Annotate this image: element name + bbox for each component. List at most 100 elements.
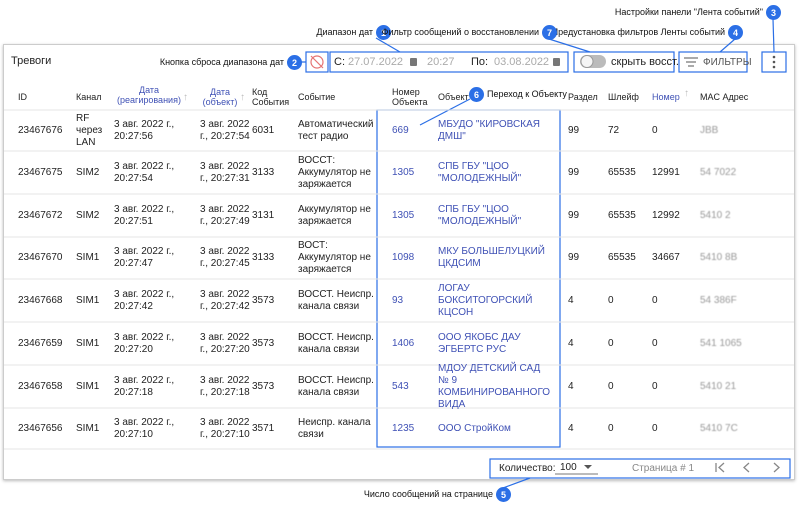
table-cell: 0	[652, 337, 658, 349]
from-time[interactable]: 20:27	[427, 56, 455, 68]
column-header: Код События	[252, 87, 290, 107]
table-cell: 0	[608, 380, 614, 392]
table-cell: 4	[568, 294, 574, 306]
table-cell: 99	[568, 252, 580, 263]
table-cell: 65535	[608, 166, 636, 178]
table-cell: 5410 7C	[700, 422, 738, 434]
svg-text:↑: ↑	[183, 92, 188, 103]
table-cell: ВОСТ: Аккумулятор не заряжается	[298, 240, 371, 275]
table-cell: Неиспр. канала связи	[298, 416, 371, 440]
svg-text:↑: ↑	[684, 88, 689, 99]
table-cell: 34667	[652, 252, 680, 263]
table-cell: 4	[568, 422, 574, 434]
to-label: По:	[471, 56, 489, 68]
from-date[interactable]: 27.07.2022	[348, 56, 404, 68]
table-cell[interactable]: 1305	[392, 209, 415, 221]
table-cell: 3133	[252, 252, 275, 263]
table-cell: 65535	[608, 209, 636, 221]
table-cell: 3 авг. 2022 г., 20:27:18	[200, 374, 250, 398]
panel-title: Тревоги	[11, 55, 52, 67]
table-cell: 3 авг. 2022 г., 20:27:42	[200, 288, 250, 312]
table-cell[interactable]: МКУ БОЛЬШЕЛУЦКИЙ ЦКДСИМ	[438, 246, 545, 269]
table-cell: 3571	[252, 422, 275, 434]
to-date[interactable]: 03.08.2022	[494, 56, 550, 68]
table-cell: RF через LAN	[76, 112, 103, 148]
column-header: Событие	[298, 92, 336, 102]
table-cell: 3133	[252, 166, 275, 178]
table-cell: 3 авг. 2022 г., 20:27:10	[200, 416, 250, 440]
table-cell: 541 1065	[700, 337, 742, 349]
table-cell: 3 авг. 2022 г., 20:27:42	[114, 288, 175, 312]
table-cell[interactable]: СПБ ГБУ "ЦОО "МОЛОДЕЖНЫЙ"	[438, 203, 522, 227]
table-cell: 12992	[652, 209, 680, 221]
column-header: Объект	[438, 92, 469, 102]
table-cell: ВОССТ. Неиспр. канала связи	[298, 374, 374, 398]
callout-number: 6	[469, 87, 484, 102]
table-cell[interactable]: 1305	[392, 166, 415, 178]
table-cell: 5410 8B	[700, 252, 738, 263]
filters-button[interactable]: ФИЛЬТРЫ	[703, 57, 752, 68]
callout-number: 4	[728, 25, 743, 40]
table-cell: 4	[568, 380, 574, 392]
toggle-label[interactable]: скрыть восст.	[611, 56, 679, 68]
table-cell: 0	[652, 380, 658, 392]
table-cell: 3 авг. 2022 г., 20:27:20	[114, 331, 175, 355]
table-cell[interactable]: МДОУ ДЕТСКИЙ САД № 9 КОМБИНИРОВАННОГО ВИ…	[438, 362, 551, 410]
table-cell: 0	[608, 294, 614, 306]
svg-text:↑: ↑	[240, 92, 245, 103]
table-cell: 3 авг. 2022 г., 20:27:49	[200, 203, 250, 227]
table-cell: 23467670	[18, 252, 63, 263]
table-cell[interactable]: 1235	[392, 422, 415, 434]
panel	[3, 44, 795, 480]
table-cell[interactable]: 1406	[392, 337, 415, 349]
table-cell[interactable]: ООО СтройКом	[438, 422, 511, 434]
callout-number: 7	[542, 25, 557, 40]
column-header[interactable]: Дата (объект)	[202, 87, 238, 107]
table-cell[interactable]: 1098	[392, 252, 415, 263]
table-cell: 99	[568, 166, 580, 178]
table-cell: 3 авг. 2022 г., 20:27:20	[200, 331, 250, 355]
table-cell[interactable]: 93	[392, 294, 404, 306]
table-cell: 3 авг. 2022 г., 20:27:51	[114, 203, 175, 227]
table-cell: 23467659	[18, 337, 63, 349]
table-cell: SIM1	[76, 252, 100, 263]
table-cell: ВОССТ. Неиспр. канала связи	[298, 288, 374, 312]
column-header[interactable]: Номер	[652, 92, 680, 102]
table-cell: 23467658	[18, 380, 63, 392]
callout-label: Фильтр сообщений о восстановлении	[381, 27, 539, 37]
table-cell: SIM1	[76, 380, 100, 392]
callout-label: Диапазон дат	[316, 27, 373, 37]
callout-label: Число сообщений на странице	[363, 489, 493, 499]
table-cell: SIM1	[76, 294, 100, 306]
table-cell[interactable]: 669	[392, 124, 409, 136]
table-cell: 99	[568, 209, 580, 221]
table-cell: 12991	[652, 166, 680, 178]
table-cell: 0	[652, 294, 658, 306]
table-cell: SIM1	[76, 337, 100, 349]
count-value[interactable]: 100	[560, 462, 577, 473]
table-cell: 3 авг. 2022 г., 20:27:10	[114, 416, 175, 440]
table-cell[interactable]: ООО ЯКОБС ДАУ ЭГБЕРТС РУС	[438, 331, 521, 355]
table-cell: 3 авг. 2022 г., 20:27:31	[200, 160, 250, 184]
table-cell: 3573	[252, 294, 275, 306]
table-cell: 23467675	[18, 166, 63, 178]
table-cell[interactable]: СПБ ГБУ "ЦОО "МОЛОДЕЖНЫЙ"	[438, 160, 522, 184]
callout-label: Предустановка фильтров Ленты событий	[551, 27, 725, 37]
callout-number: 2	[287, 55, 302, 70]
page-label: Страница # 1	[632, 463, 695, 474]
table-cell: JBB	[700, 124, 719, 136]
table-cell: 5410 2	[700, 209, 731, 221]
table-cell[interactable]: ЛОГАУ БОКСИТОГОРСКИЙ КЦСОН	[438, 282, 533, 318]
table-cell: 3 авг. 2022 г., 20:27:54	[114, 160, 175, 184]
table-cell: 3573	[252, 337, 275, 349]
table-cell[interactable]: МБУДО "КИРОВСКАЯ ДМШ"	[438, 118, 540, 142]
table-cell: Автоматический тест радио	[298, 118, 374, 142]
table-cell[interactable]: 543	[392, 380, 409, 392]
column-header: Раздел	[568, 92, 598, 102]
column-header: MAC Адрес	[700, 92, 749, 102]
count-label: Количество:	[499, 463, 556, 474]
from-label: С:	[334, 56, 345, 68]
column-header[interactable]: Дата (реагирования)	[117, 85, 181, 105]
table-cell: 6031	[252, 124, 275, 136]
